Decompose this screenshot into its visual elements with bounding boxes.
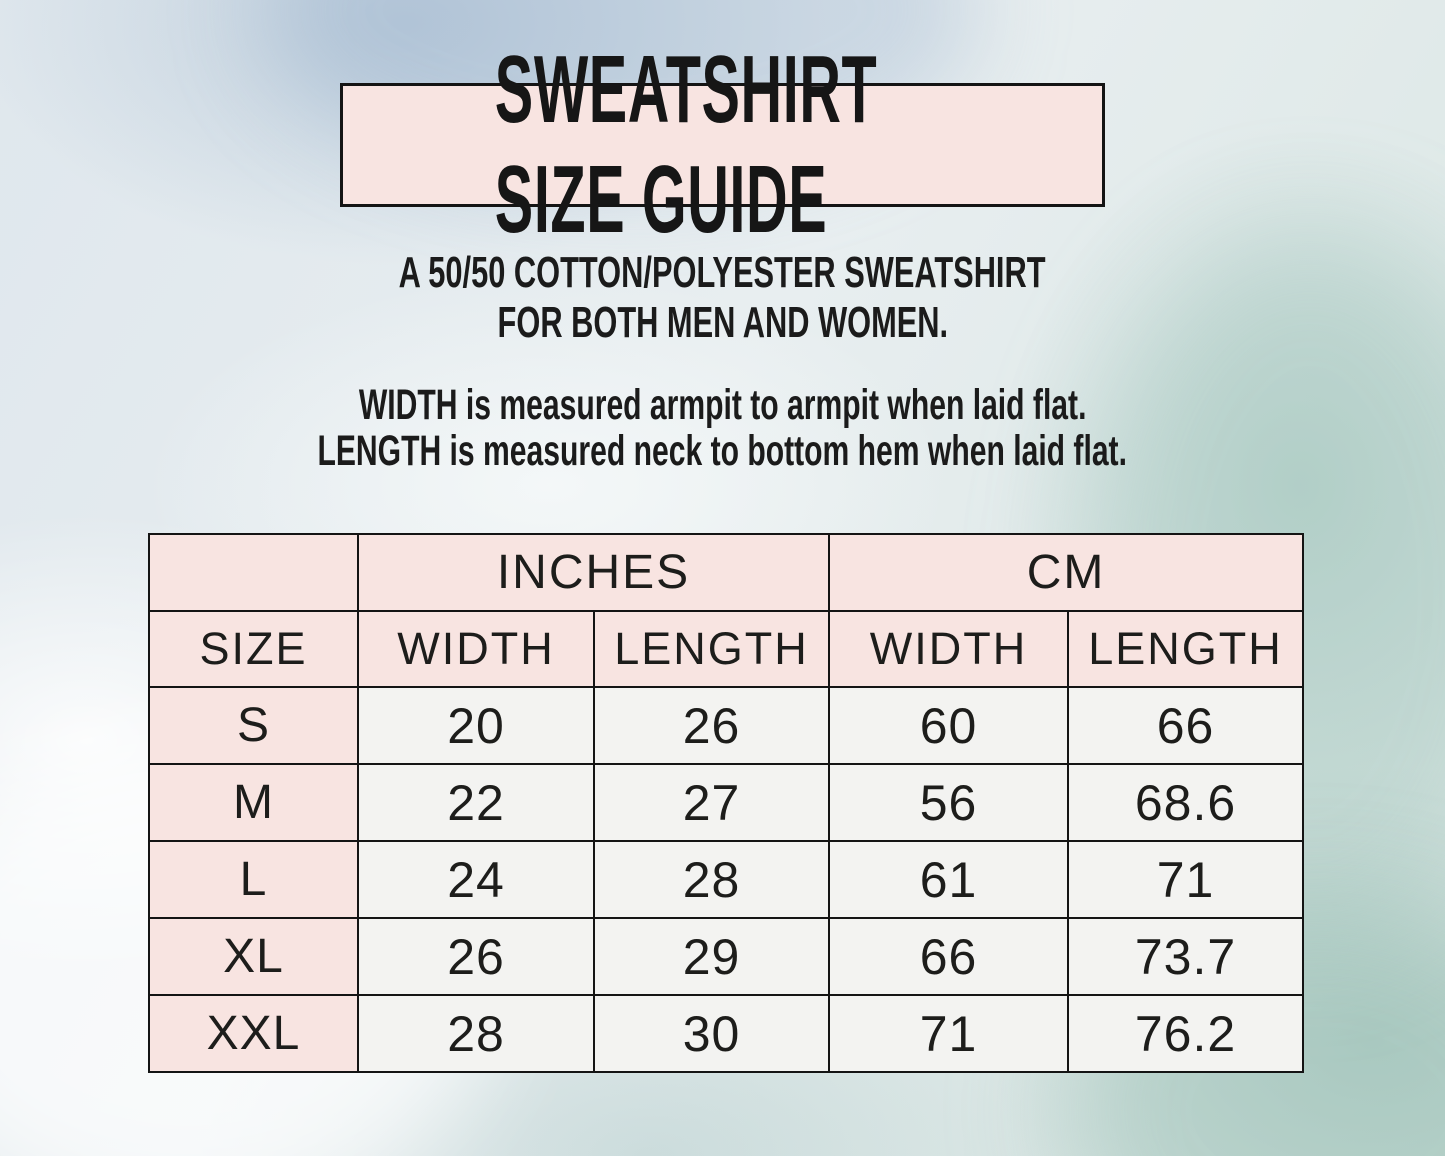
width-cm-cell: 56 bbox=[828, 763, 1070, 842]
width-inches-cell: 20 bbox=[357, 686, 595, 765]
length-cm-cell: 73.7 bbox=[1067, 917, 1305, 996]
width-inches-cell: 26 bbox=[357, 917, 595, 996]
width-cm-cell: 60 bbox=[828, 686, 1070, 765]
width-cm-cell: 66 bbox=[828, 917, 1070, 996]
length-note: LENGTH is measured neck to bottom hem wh… bbox=[317, 427, 1128, 475]
column-header-row: SIZE WIDTH LENGTH WIDTH LENGTH bbox=[148, 610, 1305, 688]
length-inches-cell: 26 bbox=[592, 686, 831, 765]
col-header-length-inches: LENGTH bbox=[592, 610, 831, 688]
width-cm-cell: 61 bbox=[828, 840, 1070, 919]
size-cell: XL bbox=[148, 917, 359, 996]
subtitle-line-2: FOR BOTH MEN AND WOMEN. bbox=[497, 298, 948, 347]
measurement-notes: WIDTH is measured armpit to armpit when … bbox=[0, 382, 1445, 474]
length-cm-cell: 71 bbox=[1067, 840, 1305, 919]
size-cell: M bbox=[148, 763, 359, 842]
size-cell: S bbox=[148, 686, 359, 765]
unit-header-row: INCHES CM bbox=[148, 533, 1305, 612]
width-inches-cell: 24 bbox=[357, 840, 595, 919]
size-row-m: M 22 27 56 68.6 bbox=[148, 763, 1305, 842]
length-cm-cell: 66 bbox=[1067, 686, 1305, 765]
unit-header-cm: CM bbox=[828, 533, 1305, 612]
length-inches-cell: 29 bbox=[592, 917, 831, 996]
length-cm-cell: 76.2 bbox=[1067, 994, 1305, 1073]
col-header-length-cm: LENGTH bbox=[1067, 610, 1305, 688]
size-row-xl: XL 26 29 66 73.7 bbox=[148, 917, 1305, 996]
size-cell: XXL bbox=[148, 994, 359, 1073]
subtitle: A 50/50 COTTON/POLYESTER SWEATSHIRT FOR … bbox=[0, 248, 1445, 348]
page-title: SWEATSHIRT SIZE GUIDE bbox=[494, 36, 878, 253]
width-note: WIDTH is measured armpit to armpit when … bbox=[358, 381, 1087, 429]
size-table: INCHES CM SIZE WIDTH LENGTH WIDTH LENGTH… bbox=[148, 533, 1305, 1073]
col-header-width-inches: WIDTH bbox=[357, 610, 595, 688]
length-cm-cell: 68.6 bbox=[1067, 763, 1305, 842]
length-inches-cell: 30 bbox=[592, 994, 831, 1073]
width-inches-cell: 22 bbox=[357, 763, 595, 842]
title-banner: SWEATSHIRT SIZE GUIDE bbox=[340, 36, 1105, 253]
width-inches-cell: 28 bbox=[357, 994, 595, 1073]
width-cm-cell: 71 bbox=[828, 994, 1070, 1073]
subtitle-line-1: A 50/50 COTTON/POLYESTER SWEATSHIRT bbox=[399, 248, 1046, 297]
corner-empty-cell bbox=[148, 533, 359, 612]
unit-header-inches: INCHES bbox=[356, 533, 831, 612]
size-row-s: S 20 26 60 66 bbox=[148, 686, 1305, 765]
size-cell: L bbox=[148, 840, 359, 919]
length-inches-cell: 27 bbox=[592, 763, 831, 842]
length-inches-cell: 28 bbox=[592, 840, 831, 919]
col-header-size: SIZE bbox=[148, 610, 359, 688]
size-row-l: L 24 28 61 71 bbox=[148, 840, 1305, 919]
col-header-width-cm: WIDTH bbox=[828, 610, 1070, 688]
size-row-xxl: XXL 28 30 71 76.2 bbox=[148, 994, 1305, 1073]
